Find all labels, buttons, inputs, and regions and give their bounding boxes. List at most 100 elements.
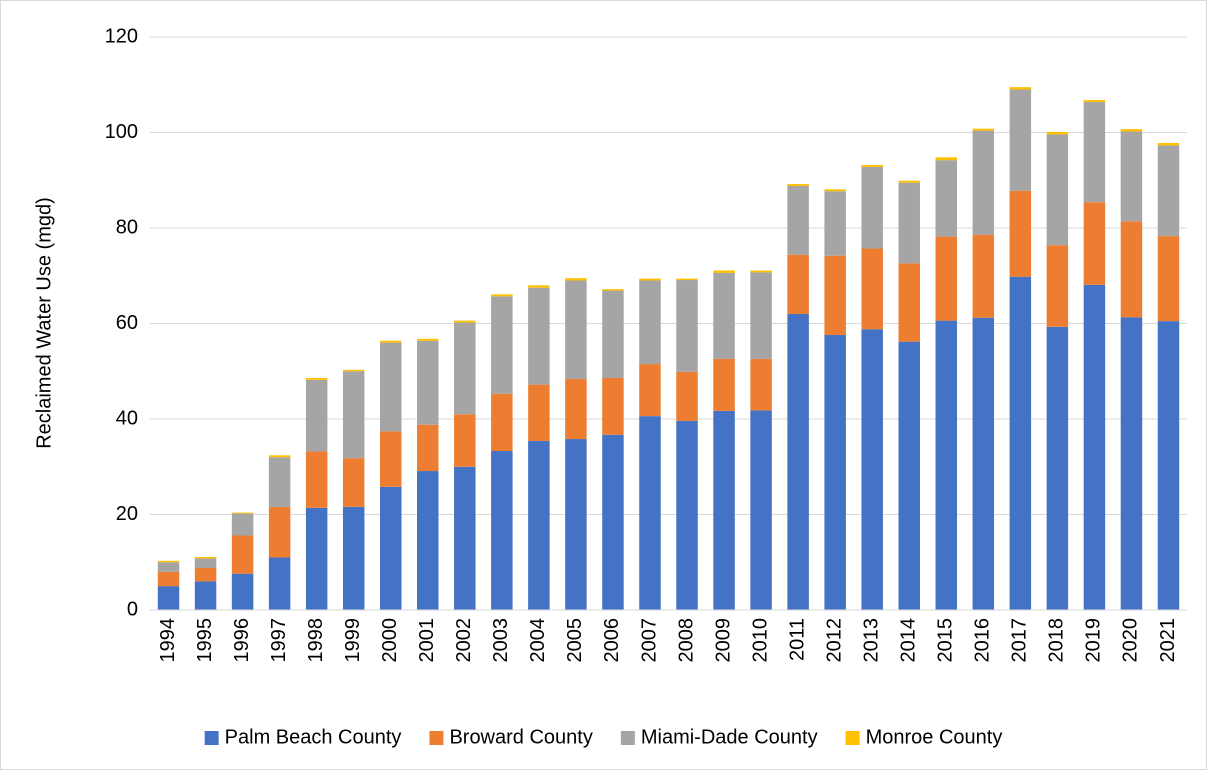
bar-segment <box>454 322 476 415</box>
bar-segment <box>972 128 995 131</box>
x-tick-label: 2000 <box>379 618 401 663</box>
bar-segment <box>1157 145 1180 237</box>
bar-segment <box>1046 132 1069 135</box>
bar-segment <box>528 285 550 288</box>
bar-segment <box>935 160 958 237</box>
bar-segment <box>379 431 402 487</box>
bar-segment <box>454 466 476 610</box>
bar-segment <box>1083 100 1106 102</box>
y-tick-label: 120 <box>105 25 138 47</box>
bar-segment <box>898 180 920 183</box>
bar-segment <box>898 341 920 610</box>
x-tick-label: 2004 <box>527 618 549 663</box>
bar-segment <box>972 234 995 318</box>
bar-segment <box>194 567 217 582</box>
x-tick-label: 2009 <box>712 618 734 663</box>
bar-segment <box>787 313 809 610</box>
bar-segment <box>639 280 661 365</box>
bar-segment <box>268 557 291 610</box>
x-tick-label: 1996 <box>231 618 253 663</box>
bar-segment <box>1120 221 1143 318</box>
bar-segment <box>898 263 920 342</box>
legend-label: Monroe County <box>866 726 1003 748</box>
bar-segment <box>750 410 772 610</box>
bar-segment <box>417 340 439 425</box>
x-tick-label: 1997 <box>268 618 290 663</box>
x-tick-label: 2020 <box>1120 618 1142 663</box>
bar-segment <box>157 586 180 610</box>
bar-segment <box>1009 87 1032 90</box>
bar-segment <box>491 296 513 394</box>
legend-swatch <box>429 731 444 745</box>
bar-segment <box>194 556 217 559</box>
legend-label: Broward County <box>449 726 592 748</box>
bar-segment <box>342 369 365 372</box>
bar-segment <box>787 185 809 255</box>
bar-segment <box>1046 326 1069 610</box>
bar-segment <box>231 512 254 514</box>
bar-segment <box>379 342 402 432</box>
y-tick-label: 20 <box>116 503 138 525</box>
bar-segment <box>565 439 587 610</box>
bar-segment <box>1009 276 1032 610</box>
bar-segment <box>528 384 550 441</box>
x-tick-label: 2008 <box>675 618 697 663</box>
bar-segment <box>1157 321 1180 610</box>
x-tick-label: 2014 <box>898 618 920 663</box>
bar-segment <box>342 371 365 459</box>
x-tick-label: 2002 <box>453 618 475 663</box>
bar-segment <box>602 377 624 435</box>
legend-swatch <box>620 731 635 745</box>
bar-segment <box>305 451 328 508</box>
bar-segment <box>157 571 180 587</box>
bar-segment <box>1157 143 1180 146</box>
bar-segment <box>861 166 883 249</box>
legend-swatch <box>204 731 219 745</box>
bar-segment <box>1009 190 1032 277</box>
bar-segment <box>305 379 328 452</box>
bar-segment <box>602 434 624 610</box>
x-tick-label: 1999 <box>342 618 364 663</box>
bar-segment <box>268 457 291 507</box>
bar-segment <box>750 272 772 359</box>
x-tick-label: 1994 <box>157 618 179 663</box>
bar-segment <box>379 340 402 343</box>
bar-segment <box>454 320 476 323</box>
x-tick-label: 2012 <box>823 618 845 663</box>
bar-segment <box>972 130 995 235</box>
bar-segment <box>639 416 661 610</box>
bar-segment <box>417 424 439 472</box>
x-tick-label: 2019 <box>1083 618 1105 663</box>
bar-segment <box>231 535 254 574</box>
bar-segment <box>750 270 772 273</box>
bar-segment <box>676 420 698 610</box>
bar-segment <box>713 272 735 359</box>
bar-segment <box>1120 317 1143 610</box>
bar-segment <box>824 189 846 192</box>
bar-segment <box>787 254 809 314</box>
bar-segment <box>194 581 217 610</box>
bar-segment <box>713 358 735 411</box>
bar-segment <box>676 371 698 421</box>
bar-segment <box>898 182 920 264</box>
bar-segment <box>861 248 883 330</box>
bar-segment <box>935 320 958 610</box>
bar-segment <box>528 440 550 610</box>
bar-segment <box>1046 245 1069 327</box>
bar-segment <box>342 458 365 507</box>
bar-segment <box>491 393 513 451</box>
x-tick-label: 2006 <box>601 618 623 663</box>
bar-segment <box>1083 284 1106 610</box>
y-tick-label: 80 <box>116 216 138 238</box>
bar-segment <box>1120 131 1143 222</box>
bar-segment <box>454 414 476 467</box>
bar-segment <box>417 471 439 610</box>
x-tick-label: 2015 <box>935 618 957 663</box>
bar-segment <box>750 358 772 411</box>
bar-segment <box>305 507 328 610</box>
x-tick-label: 2021 <box>1157 618 1179 663</box>
x-tick-label: 2003 <box>490 618 512 663</box>
bar-segment <box>342 506 365 610</box>
x-tick-label: 2013 <box>860 618 882 663</box>
x-tick-label: 1998 <box>305 618 327 663</box>
